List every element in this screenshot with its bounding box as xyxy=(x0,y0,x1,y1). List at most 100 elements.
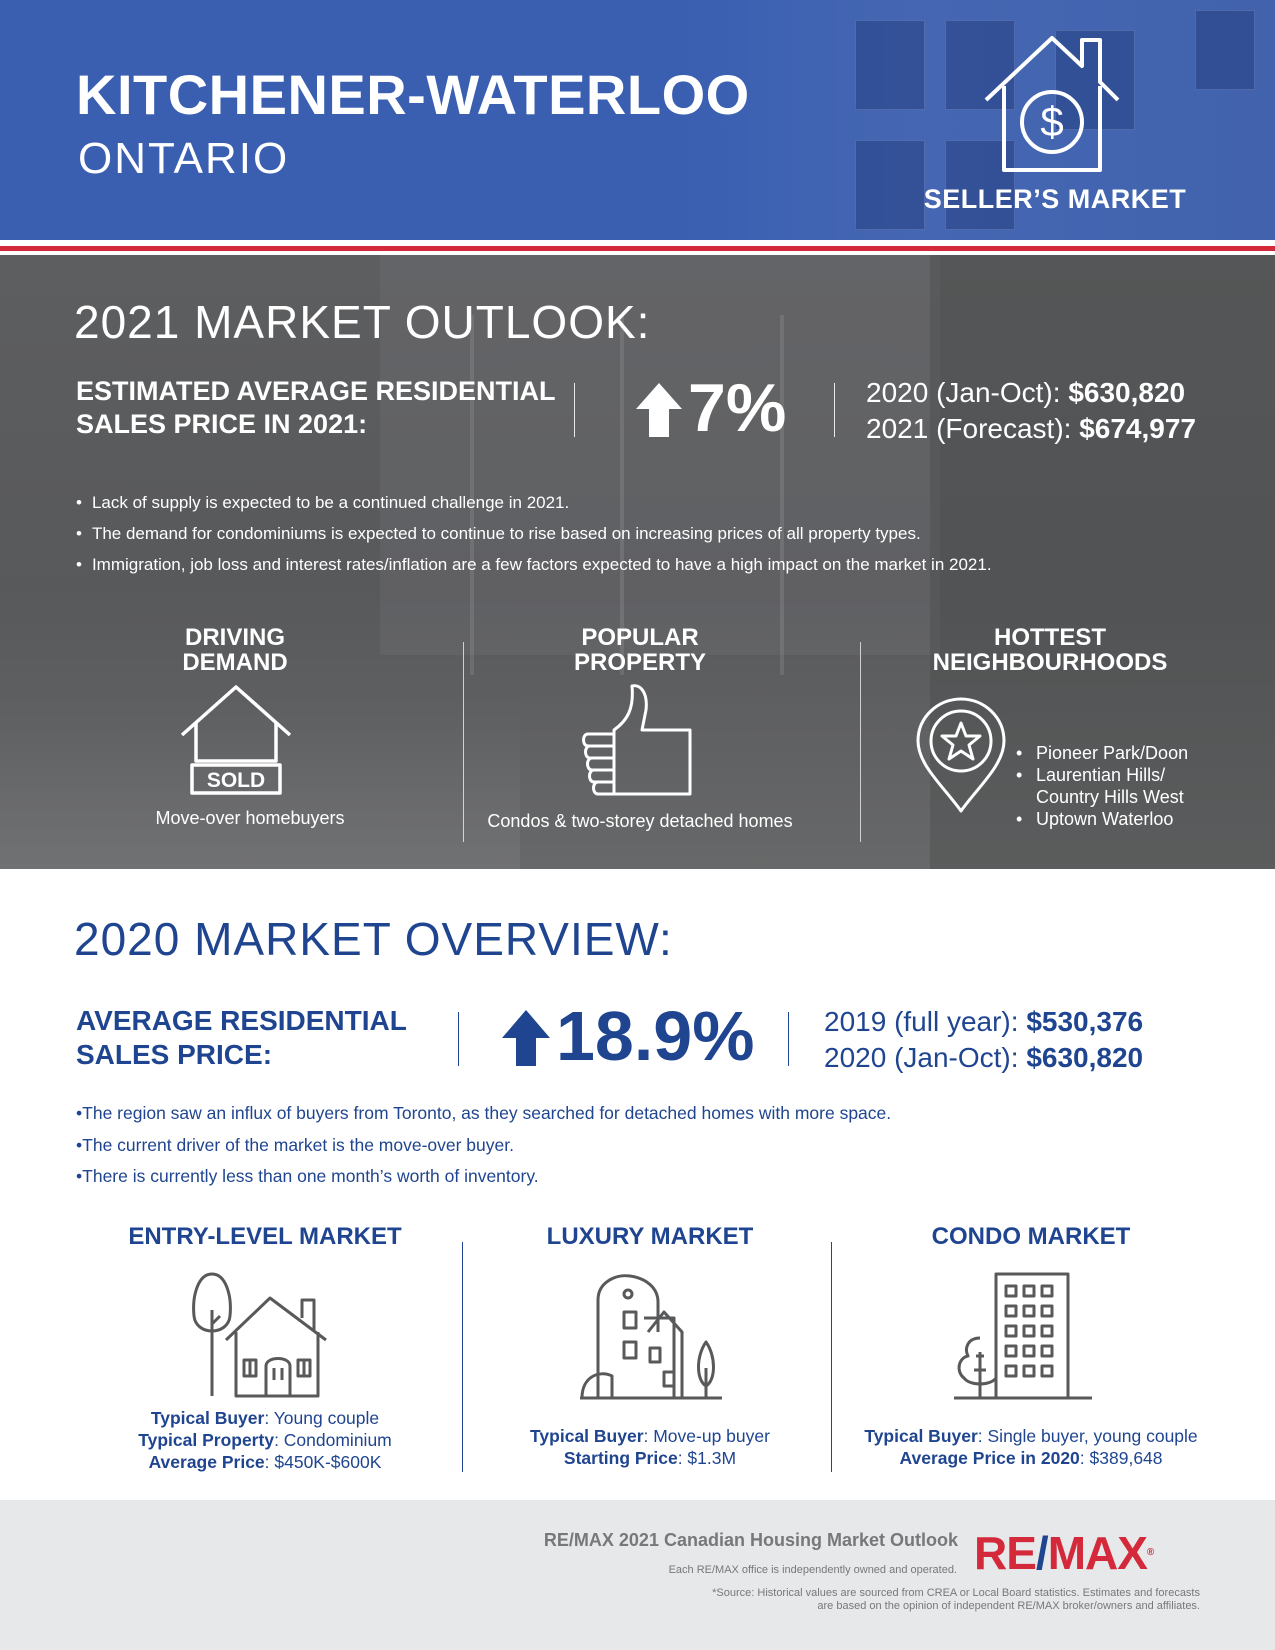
divider-stripe-red xyxy=(0,246,1275,251)
detail-value: : $450K-$600K xyxy=(264,1452,382,1472)
overview-stats: 2019 (full year): $530,376 2020 (Jan-Oct… xyxy=(824,1004,1143,1076)
luxury-house-icon xyxy=(580,1274,722,1400)
list-item: Lack of supply is expected to be a conti… xyxy=(76,487,992,518)
detail-key: Typical Property xyxy=(138,1430,275,1450)
heading-line: DRIVING xyxy=(184,624,285,651)
list-item: Laurentian Hills/ xyxy=(1016,764,1188,786)
detail-value: : $389,648 xyxy=(1079,1448,1163,1468)
sold-label: SOLD xyxy=(207,769,265,792)
stat-label: 2021 (Forecast): xyxy=(866,413,1080,444)
detail-key: Typical Buyer xyxy=(150,1408,265,1428)
remax-logo: RE/MAX® xyxy=(974,1527,1154,1579)
stat-value: $530,376 xyxy=(1026,1006,1144,1037)
source-line: *Source: Historical values are sourced f… xyxy=(712,1587,1200,1599)
outlook-stats: 2020 (Jan-Oct): $630,820 2021 (Forecast)… xyxy=(866,375,1196,447)
map-pin-star-icon xyxy=(916,697,1006,813)
list-item: The region saw an influx of buyers from … xyxy=(76,1098,891,1130)
condo-heading: CONDO MARKET xyxy=(931,1223,1131,1250)
list-item: Pioneer Park/Doon xyxy=(1016,742,1188,764)
heading-line: POPULAR xyxy=(581,624,699,651)
divider xyxy=(834,383,835,437)
entry-level-heading: ENTRY-LEVEL MARKET xyxy=(128,1223,402,1250)
divider xyxy=(788,1012,789,1066)
up-arrow-icon xyxy=(636,383,682,437)
heading-line: PROPERTY xyxy=(573,649,707,676)
driving-demand-heading: DRIVING DEMAND xyxy=(130,625,340,675)
thumbs-up-icon xyxy=(582,684,692,796)
column-divider xyxy=(462,1242,463,1472)
sold-house-icon: SOLD xyxy=(180,685,292,795)
divider-stripe xyxy=(0,240,1275,246)
house-dollar-icon: $ xyxy=(984,36,1120,172)
city-title: KITCHENER-WATERLOO xyxy=(76,63,750,126)
divider xyxy=(574,383,575,437)
up-arrow-icon xyxy=(502,1010,550,1066)
footer-source-note: *Source: Historical values are sourced f… xyxy=(500,1587,1200,1613)
registered-mark: ® xyxy=(1146,1547,1154,1558)
divider xyxy=(458,1012,459,1066)
detail-key: Starting Price xyxy=(563,1448,678,1468)
entry-level-details: Typical Buyer: Young couple Typical Prop… xyxy=(100,1407,430,1473)
province-subtitle: ONTARIO xyxy=(78,134,290,183)
detail-value: : Move-up buyer xyxy=(643,1426,770,1446)
footer-ownership-note: Each RE/MAX office is independently owne… xyxy=(668,1564,957,1576)
list-item: Immigration, job loss and interest rates… xyxy=(76,549,992,580)
overview-percent: 18.9% xyxy=(556,997,755,1075)
luxury-details: Typical Buyer: Move-up buyer Starting Pr… xyxy=(485,1425,815,1469)
heading-line: HOTTEST xyxy=(994,624,1106,651)
footer: RE/MAX 2021 Canadian Housing Market Outl… xyxy=(0,1500,1275,1650)
column-divider xyxy=(831,1242,832,1472)
stat-value: $630,820 xyxy=(1068,377,1186,408)
outlook-bullet-list: Lack of supply is expected to be a conti… xyxy=(76,487,992,580)
neighbourhood-list: Pioneer Park/Doon Laurentian Hills/ Coun… xyxy=(1016,742,1188,830)
detail-key: Average Price xyxy=(148,1452,265,1472)
divider-stripe xyxy=(0,251,1275,255)
label-line: AVERAGE RESIDENTIAL xyxy=(76,1005,407,1036)
footer-title: RE/MAX 2021 Canadian Housing Market Outl… xyxy=(543,1530,958,1550)
list-item: The current driver of the market is the … xyxy=(76,1130,891,1162)
stat-label: 2019 (full year): xyxy=(824,1006,1027,1037)
stat-value: $674,977 xyxy=(1079,413,1196,444)
overview-price-label: AVERAGE RESIDENTIAL SALES PRICE: xyxy=(76,1004,456,1072)
detail-value: : Young couple xyxy=(264,1408,380,1428)
outlook-price-label: ESTIMATED AVERAGE RESIDENTIAL SALES PRIC… xyxy=(76,376,556,439)
outlook-title: 2021 MARKET OUTLOOK: xyxy=(74,296,651,348)
header-building-photo xyxy=(675,0,1275,240)
heading-line: DEMAND xyxy=(182,649,288,676)
list-item: There is currently less than one month’s… xyxy=(76,1161,891,1193)
list-item-continued: Country Hills West xyxy=(1036,787,1184,807)
list-item: The demand for condominiums is expected … xyxy=(76,518,992,549)
logo-part: RE xyxy=(974,1527,1037,1579)
popular-property-heading: POPULAR PROPERTY xyxy=(530,625,750,675)
detail-key: Typical Buyer xyxy=(530,1426,644,1446)
hottest-neighbourhoods-heading: HOTTEST NEIGHBOURHOODS xyxy=(920,625,1180,675)
popular-property-text: Condos & two-storey detached homes xyxy=(487,811,793,831)
label-line: SALES PRICE: xyxy=(76,1039,273,1070)
column-divider xyxy=(860,642,861,842)
stat-label: 2020 (Jan-Oct): xyxy=(866,377,1069,408)
overview-title: 2020 MARKET OVERVIEW: xyxy=(74,913,673,965)
stat-value: $630,820 xyxy=(1026,1042,1144,1073)
condo-details: Typical Buyer: Single buyer, young coupl… xyxy=(836,1425,1226,1469)
detail-key: Typical Buyer xyxy=(864,1426,978,1446)
detail-value: : $1.3M xyxy=(677,1448,737,1468)
source-line: are based on the opinion of independent … xyxy=(817,1600,1200,1612)
stat-label: 2020 (Jan-Oct): xyxy=(824,1042,1027,1073)
detail-key: Average Price in 2020 xyxy=(899,1448,1080,1468)
condo-building-icon xyxy=(954,1272,1092,1400)
header-banner: KITCHENER-WATERLOO ONTARIO $ SELLER’S MA… xyxy=(0,0,1275,240)
svg-text:$: $ xyxy=(1040,98,1063,145)
overview-bullet-list: The region saw an influx of buyers from … xyxy=(76,1098,891,1193)
outlook-percent: 7% xyxy=(688,370,787,446)
column-divider xyxy=(463,642,464,842)
driving-demand-text: Move-over homebuyers xyxy=(155,808,345,828)
logo-part: MAX xyxy=(1047,1527,1148,1579)
list-item: Uptown Waterloo xyxy=(1016,808,1188,830)
detail-value: : Condominium xyxy=(274,1430,392,1450)
heading-line: NEIGHBOURHOODS xyxy=(932,649,1168,676)
luxury-heading: LUXURY MARKET xyxy=(546,1223,754,1250)
logo-slash: / xyxy=(1035,1527,1049,1579)
entry-house-icon xyxy=(192,1272,327,1398)
detail-value: : Single buyer, young couple xyxy=(977,1426,1198,1446)
outlook-section: 2021 MARKET OUTLOOK: ESTIMATED AVERAGE R… xyxy=(0,255,1275,869)
